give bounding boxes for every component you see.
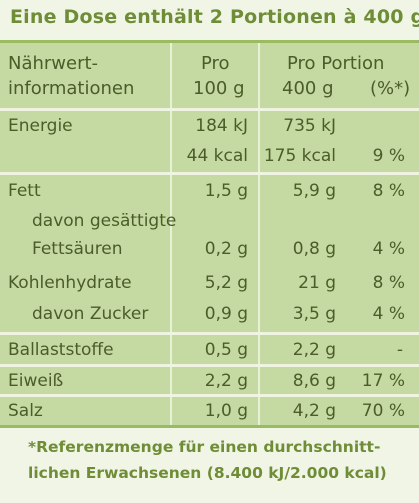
row-divider: [0, 394, 419, 397]
footnote-line: lichen Erwachsenen (8.400 kJ/2.000 kcal): [28, 464, 387, 482]
energy-kj-per-100g: 184 kJ: [195, 116, 248, 136]
row-divider: [0, 172, 419, 175]
fat-label: Fett: [8, 181, 41, 201]
column-divider: [170, 43, 172, 425]
energy-label: Energie: [8, 116, 73, 136]
fibre-percent: -: [396, 340, 403, 360]
saturated-fat-label: davon gesättigte: [32, 211, 177, 231]
carbohydrate-per-100g: 5,2 g: [204, 273, 248, 293]
nutrition-table: [0, 43, 419, 425]
per-portion-column-header: Pro Portion: [287, 53, 385, 74]
row-divider: [0, 364, 419, 367]
row-divider: [0, 108, 419, 111]
sugar-per-100g: 0,9 g: [204, 304, 248, 324]
portion-header: Eine Dose enthält 2 Portionen à 400 g: [0, 0, 419, 43]
carbohydrate-label: Kohlenhydrate: [8, 273, 132, 293]
carbohydrate-percent: 8 %: [372, 273, 405, 293]
salt-percent: 70 %: [361, 401, 405, 421]
salt-per-100g: 1,0 g: [204, 401, 248, 421]
per-portion-column-header: 400 g: [282, 78, 334, 99]
protein-per-100g: 2,2 g: [204, 371, 248, 391]
saturated-fat-per-100g: 0,2 g: [204, 239, 248, 259]
energy-kcal-per-portion: 175 kcal: [263, 146, 336, 166]
protein-per-portion: 8,6 g: [292, 371, 336, 391]
energy-kcal-per-100g: 44 kcal: [186, 146, 248, 166]
row-divider: [0, 332, 419, 335]
salt-label: Salz: [8, 401, 43, 421]
column-divider: [258, 43, 260, 425]
energy-percent: 9 %: [372, 146, 405, 166]
per-100g-column-header: Pro: [201, 53, 230, 74]
nutrient-column-header: Nährwert-: [8, 53, 99, 74]
fibre-per-portion: 2,2 g: [292, 340, 336, 360]
percent-column-header: (%*): [370, 78, 411, 99]
reference-footnote: *Referenzmenge für einen durchschnitt- l…: [0, 425, 419, 503]
per-100g-column-header: 100 g: [193, 78, 245, 99]
saturated-fat-percent: 4 %: [372, 239, 405, 259]
sugar-per-portion: 3,5 g: [292, 304, 336, 324]
saturated-fat-per-portion: 0,8 g: [292, 239, 336, 259]
fibre-label: Ballaststoffe: [8, 340, 114, 360]
saturated-fat-label: Fettsäuren: [32, 239, 123, 259]
sugar-percent: 4 %: [372, 304, 405, 324]
nutrient-column-header: informationen: [8, 78, 135, 99]
protein-label: Eiweiß: [8, 371, 64, 391]
protein-percent: 17 %: [361, 371, 405, 391]
sugar-label: davon Zucker: [32, 304, 149, 324]
carbohydrate-per-portion: 21 g: [298, 273, 336, 293]
portion-title: Eine Dose enthält 2 Portionen à 400 g: [10, 6, 419, 28]
salt-per-portion: 4,2 g: [292, 401, 336, 421]
footnote-line: *Referenzmenge für einen durchschnitt-: [28, 438, 381, 456]
fat-percent: 8 %: [372, 181, 405, 201]
energy-kj-per-portion: 735 kJ: [283, 116, 336, 136]
fat-per-100g: 1,5 g: [204, 181, 248, 201]
fibre-per-100g: 0,5 g: [204, 340, 248, 360]
fat-per-portion: 5,9 g: [292, 181, 336, 201]
